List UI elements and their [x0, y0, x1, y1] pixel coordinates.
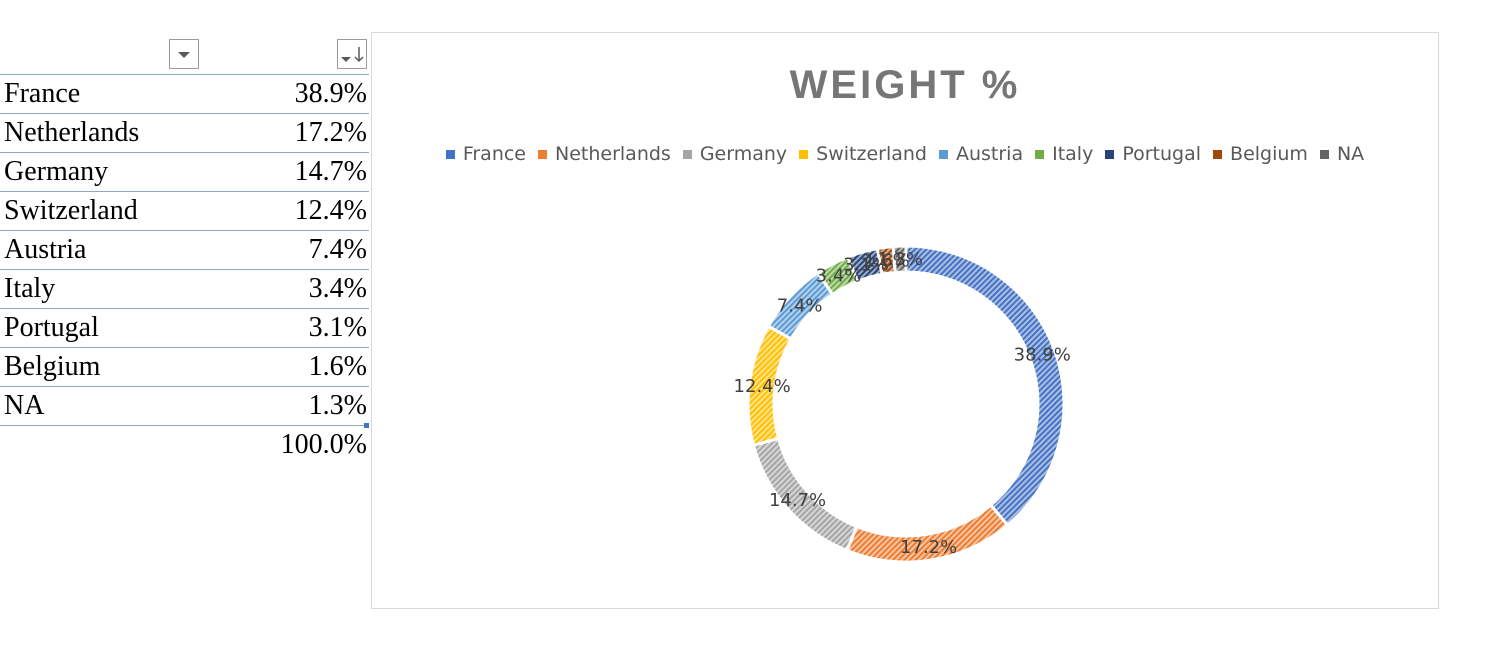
country-cell[interactable]: France [4, 78, 81, 109]
weight-cell[interactable]: 3.1% [308, 312, 367, 343]
legend-label: Belgium [1230, 143, 1308, 165]
country-cell[interactable]: Switzerland [4, 195, 138, 226]
legend-label: Netherlands [555, 143, 671, 165]
country-cell[interactable]: Austria [4, 234, 87, 265]
weight-cell[interactable]: 38.9% [294, 78, 367, 109]
legend-item[interactable]: Portugal [1105, 143, 1201, 165]
table-row[interactable]: Netherlands 17.2% [0, 114, 369, 153]
table-row[interactable]: France 38.9% [0, 75, 369, 114]
chart-area[interactable]: WEIGHT % France Netherlands Germany Switzer… [371, 32, 1439, 609]
data-label: 1.6% [864, 250, 910, 271]
legend-item[interactable]: NA [1319, 143, 1365, 165]
weight-cell[interactable]: 1.6% [308, 351, 367, 382]
weight-cell[interactable]: 3.4% [308, 273, 367, 304]
filter-dropdown-button[interactable] [169, 39, 199, 69]
table-row[interactable]: Belgium 1.6% [0, 348, 369, 387]
table-row[interactable]: Italy 3.4% [0, 270, 369, 309]
table-row[interactable]: NA 1.3% [0, 387, 369, 428]
legend-swatch [445, 149, 455, 159]
legend-label: NA [1336, 143, 1365, 165]
table-row[interactable]: Switzerland 12.4% [0, 192, 369, 231]
legend-swatch [682, 149, 692, 159]
sort-filter-button[interactable] [337, 39, 367, 69]
legend-swatch [1213, 149, 1223, 159]
country-cell[interactable]: Belgium [4, 351, 101, 382]
donut-slice-france[interactable] [904, 244, 1066, 528]
weight-cell[interactable]: 14.7% [294, 156, 367, 187]
table-resize-handle[interactable] [364, 423, 369, 428]
data-label: 38.9% [1014, 344, 1071, 365]
legend-label: Switzerland [816, 143, 927, 165]
legend-label: Austria [955, 143, 1024, 165]
legend-item[interactable]: Germany [682, 143, 788, 165]
data-label: 12.4% [734, 376, 791, 397]
weight-cell[interactable]: 12.4% [294, 195, 367, 226]
data-label: 7.4% [777, 295, 823, 316]
legend-label: Germany [699, 143, 788, 165]
chevron-down-icon [178, 52, 190, 58]
legend-swatch [538, 149, 547, 159]
country-cell[interactable]: NA [4, 390, 45, 421]
weight-cell[interactable]: 17.2% [294, 117, 367, 148]
legend-item[interactable]: France [445, 143, 526, 165]
chart-title: WEIGHT % [789, 63, 1021, 107]
weight-cell[interactable]: 7.4% [308, 234, 367, 265]
country-cell[interactable]: Portugal [4, 312, 99, 343]
country-cell[interactable]: Netherlands [4, 117, 140, 148]
legend-label: Portugal [1122, 143, 1202, 165]
legend-swatch [1105, 149, 1115, 159]
data-label: 1.3% [877, 249, 923, 270]
legend-item[interactable]: Italy [1035, 143, 1093, 165]
legend-label: Italy [1052, 143, 1094, 165]
weight-cell[interactable]: 1.3% [308, 390, 367, 421]
data-label: 3.4% [816, 266, 862, 287]
chart-legend: France Netherlands Germany Switzerland Austr… [372, 143, 1438, 165]
donut-slice-na[interactable] [891, 244, 908, 275]
legend-swatch [938, 149, 948, 159]
legend-swatch [1319, 149, 1329, 159]
total-value: 100.0% [280, 429, 367, 460]
donut-chart: 38.9% 17.2% 14.7% 12.4% 7.4% 3.4%3.1%1.6%1.3% [734, 244, 1071, 564]
legend-label: France [462, 143, 526, 165]
table-header-row [0, 36, 369, 75]
legend-swatch [1035, 149, 1045, 159]
table-row[interactable]: Portugal 3.1% [0, 309, 369, 348]
table-row[interactable]: Austria 7.4% [0, 231, 369, 270]
legend-item[interactable]: Austria [938, 143, 1024, 165]
table-row[interactable]: Germany 14.7% [0, 153, 369, 192]
legend-item[interactable]: Switzerland [799, 143, 927, 165]
sort-descending-icon [341, 47, 364, 63]
legend-swatch [799, 149, 809, 159]
data-label: 14.7% [769, 490, 826, 511]
legend-item[interactable]: Belgium [1213, 143, 1308, 165]
country-cell[interactable]: Germany [4, 156, 109, 187]
country-cell[interactable]: Italy [4, 273, 56, 304]
data-label: 17.2% [900, 537, 957, 558]
total-row: 100.0% [0, 426, 369, 464]
legend-item[interactable]: Netherlands [538, 143, 671, 165]
data-label: 3.1% [843, 255, 889, 276]
data-table: France 38.9% Netherlands 17.2% Germany 14.7% S… [0, 36, 369, 464]
